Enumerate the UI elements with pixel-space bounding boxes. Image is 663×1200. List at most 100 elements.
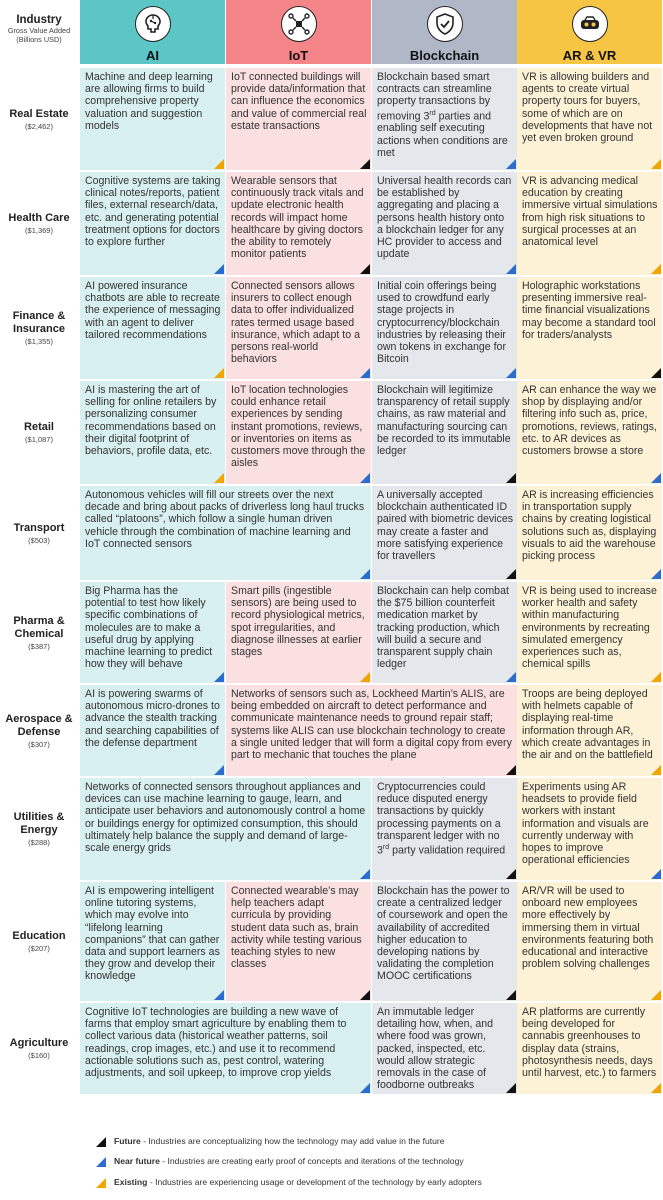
cell-text: Holographic workstations presenting imme…	[522, 280, 656, 341]
industry-title: Industry	[16, 14, 62, 26]
column-header-bc: Blockchain	[372, 0, 517, 64]
legend-marker-existing-icon	[96, 1178, 106, 1188]
cell-text: AR can enhance the way we shop by displa…	[522, 384, 657, 458]
cell-text: Troops are being deployed with helmets c…	[522, 688, 653, 762]
industry-gva-value: ($1,087)	[25, 435, 53, 444]
cell-iot: Connected sensors allows insurers to col…	[226, 277, 371, 379]
legend-marker-near-icon	[96, 1157, 106, 1167]
cell-iot: Smart pills (ingestible sensors) are bei…	[226, 582, 371, 683]
cell-bc: Initial coin offerings being used to cro…	[372, 277, 517, 379]
cell-bc: Blockchain based smart contracts can str…	[372, 68, 517, 170]
cell-ai: AI is powering swarms of autonomous micr…	[80, 685, 225, 776]
cell-ai: AI is empowering intelligent online tuto…	[80, 882, 225, 1001]
stage-marker-near-icon	[214, 264, 224, 274]
cell-ar: VR is advancing medical education by cre…	[517, 172, 662, 275]
cell-text: Blockchain has the power to create a cen…	[377, 885, 510, 983]
cell-ai: Autonomous vehicles will fill our street…	[80, 486, 371, 580]
industry-row-label: Finance & Insurance ($1,355)	[0, 277, 78, 379]
cell-text: Big Pharma has the potential to test how…	[85, 585, 213, 671]
stage-marker-future-icon	[506, 1083, 516, 1093]
cell-text: Cryptocurrencies could reduce disputed e…	[377, 781, 506, 857]
stage-marker-near-icon	[651, 569, 661, 579]
stage-marker-near-icon	[214, 672, 224, 682]
cell-text: Wearable sensors that continuously track…	[231, 175, 364, 261]
cell-ar: VR is being used to increase worker heal…	[517, 582, 662, 683]
cell-text: Autonomous vehicles will fill our street…	[85, 489, 365, 550]
column-header-label: AI	[146, 48, 159, 63]
column-header-ai: AI	[80, 0, 225, 64]
cell-iot: Networks of sensors such as, Lockheed Ma…	[226, 685, 517, 776]
industry-gva-value: ($1,355)	[25, 337, 53, 346]
cell-text: AI powered insurance chatbots are able t…	[85, 280, 221, 341]
industry-gva-value: ($288)	[28, 838, 50, 847]
industry-row-label: Utilities & Energy ($288)	[0, 778, 78, 880]
cell-ai: Cognitive IoT technologies are building …	[80, 1003, 371, 1094]
stage-marker-near-icon	[360, 569, 370, 579]
industry-row-label: Pharma & Chemical ($387)	[0, 582, 78, 683]
industry-name: Health Care	[8, 212, 70, 224]
industry-row-label: Transport ($503)	[0, 486, 78, 580]
industry-row-label: Real Estate ($2,462)	[0, 68, 78, 170]
industry-name: Finance & Insurance	[12, 310, 66, 335]
cell-text: Machine and deep learning are allowing f…	[85, 71, 213, 132]
industry-gva-value: ($160)	[28, 1051, 50, 1060]
cell-ar: AR platforms are currently being develop…	[517, 1003, 662, 1094]
cell-text: A universally accepted blockchain authen…	[377, 489, 514, 563]
cell-text: Universal health records can be establis…	[377, 175, 512, 261]
cell-bc: Cryptocurrencies could reduce disputed e…	[372, 778, 517, 880]
cell-text: AI is powering swarms of autonomous micr…	[85, 688, 220, 749]
stage-marker-future-icon	[651, 368, 661, 378]
cell-bc: An immutable ledger detailing how, when,…	[372, 1003, 517, 1094]
stage-marker-existing-icon	[360, 672, 370, 682]
industry-row-label: Retail ($1,087)	[0, 381, 78, 484]
cell-ai: Big Pharma has the potential to test how…	[80, 582, 225, 683]
shield-chain-icon	[426, 6, 463, 42]
stage-marker-near-icon	[360, 869, 370, 879]
cell-text: AR platforms are currently being develop…	[522, 1006, 657, 1080]
stage-marker-near-icon	[506, 672, 516, 682]
cell-text: Smart pills (ingestible sensors) are bei…	[231, 585, 365, 659]
cell-text: AI is mastering the art of selling for o…	[85, 384, 217, 458]
industry-name: Real Estate	[9, 107, 69, 120]
stage-marker-existing-icon	[214, 159, 224, 169]
legend-text: Existing - Industries are experiencing u…	[114, 1177, 482, 1187]
brain-circuit-icon	[134, 6, 171, 42]
stage-marker-near-icon	[360, 473, 370, 483]
industry-name: Transport	[13, 521, 65, 534]
stage-marker-existing-icon	[651, 1083, 661, 1093]
stage-marker-existing-icon	[214, 473, 224, 483]
cell-ar: VR is allowing builders and agents to cr…	[517, 68, 662, 170]
industry-subtitle-line2: (Billions USD)	[16, 35, 62, 44]
industry-row-label: Agriculture ($160)	[0, 1003, 78, 1094]
legend-label: Future	[114, 1136, 141, 1146]
industry-gva-value: ($503)	[28, 535, 50, 545]
industry-name: Retail	[24, 421, 54, 433]
stage-marker-existing-icon	[651, 264, 661, 274]
stage-marker-existing-icon	[651, 765, 661, 775]
industry-name: Education	[12, 930, 66, 942]
cell-text: VR is being used to increase worker heal…	[522, 585, 657, 671]
cell-iot: IoT connected buildings will provide dat…	[226, 68, 371, 170]
cell-text: IoT location technologies could enhance …	[231, 384, 366, 470]
iot-network-icon	[280, 6, 317, 42]
cell-ar: AR is increasing efficiencies in transpo…	[517, 486, 662, 580]
column-header-label: AR & VR	[562, 48, 617, 63]
cell-text: Networks of connected sensors throughout…	[85, 781, 366, 855]
legend-text: Near future - Industries are creating ea…	[114, 1156, 464, 1166]
industry-gva-value: ($387)	[28, 641, 50, 651]
cell-iot: Connected wearable’s may help teachers a…	[226, 882, 371, 1001]
cell-text: Blockchain can help combat the $75 billi…	[377, 585, 509, 671]
column-header-ar: AR & VR	[517, 0, 662, 64]
cell-text: Blockchain based smart contracts can str…	[377, 71, 508, 159]
industry-name: Aerospace & Defense	[5, 712, 73, 738]
industry-gva-value: ($207)	[28, 944, 50, 953]
cell-text: Initial coin offerings being used to cro…	[377, 280, 506, 366]
stage-marker-future-icon	[360, 159, 370, 169]
cell-text: Experiments using AR headsets to provide…	[522, 781, 649, 867]
cell-bc: Blockchain will legitimize transparency …	[372, 381, 517, 484]
stage-marker-future-icon	[360, 264, 370, 274]
cell-ai: AI is mastering the art of selling for o…	[80, 381, 225, 484]
stage-marker-near-icon	[506, 159, 516, 169]
cell-text: Blockchain will legitimize transparency …	[377, 384, 511, 458]
industry-gva-value: ($2,462)	[25, 121, 53, 131]
